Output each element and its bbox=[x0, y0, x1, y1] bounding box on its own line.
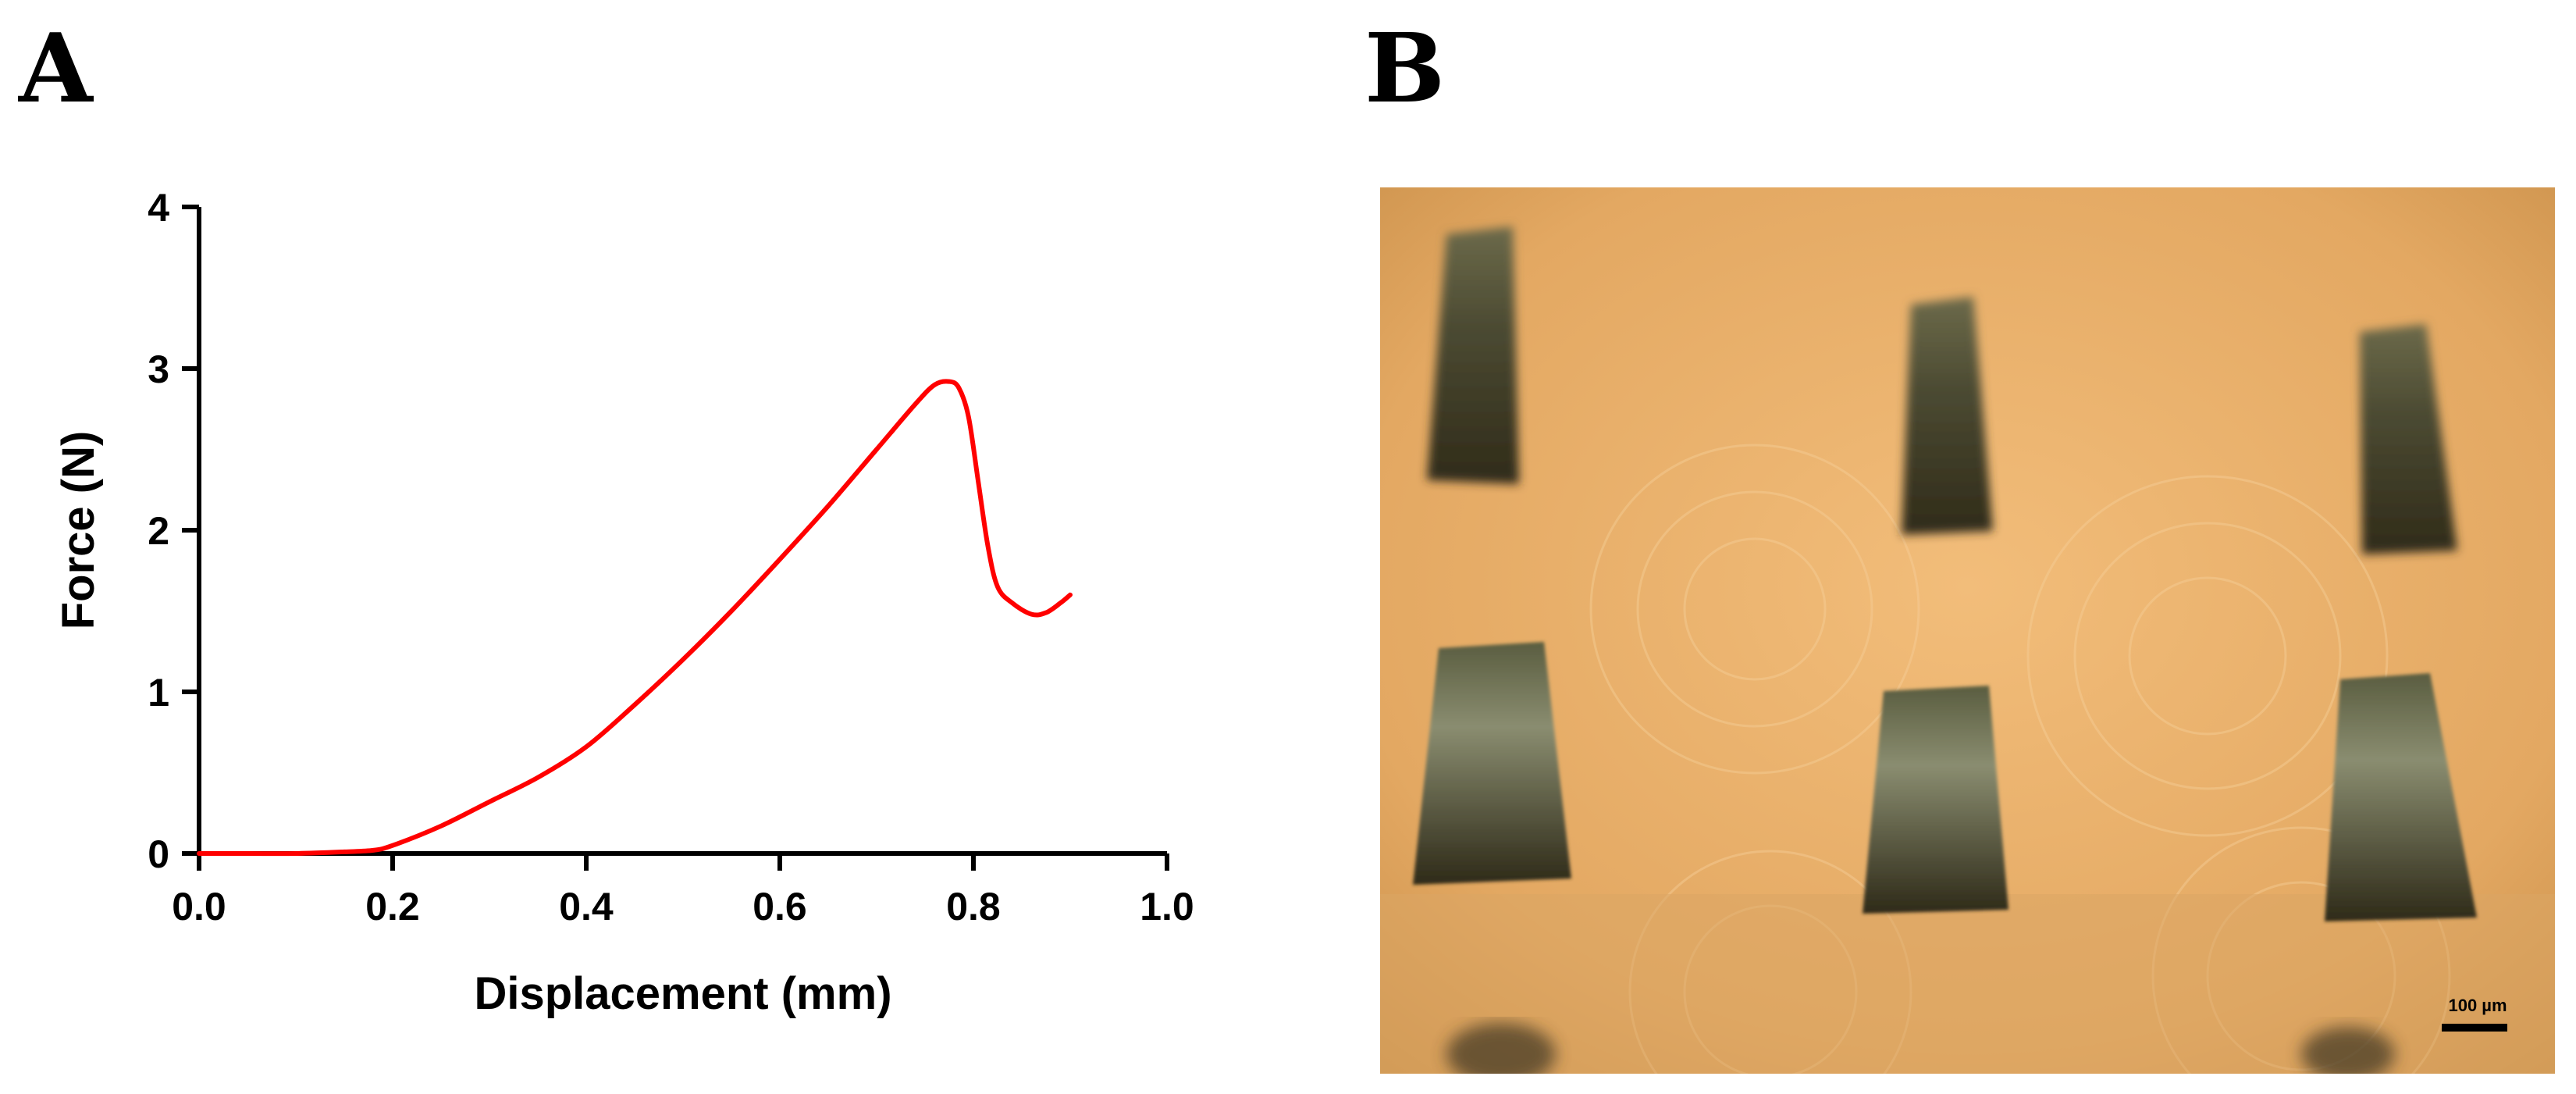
near-needle-row bbox=[1413, 642, 2477, 921]
panel-label-b: B bbox=[1364, 12, 1446, 124]
far-needle-row bbox=[1427, 226, 2457, 554]
microneedle-near-1 bbox=[1413, 642, 1571, 885]
microneedle-far-2 bbox=[1902, 297, 1993, 535]
y-tick-label-4: 4 bbox=[148, 186, 169, 230]
x-tick-label-0: 0.0 bbox=[172, 885, 226, 928]
y-tick-label-2: 2 bbox=[148, 509, 169, 553]
x-axis-title: Displacement (mm) bbox=[474, 968, 891, 1019]
panel-label-a: A bbox=[19, 12, 93, 124]
microneedle-far-3 bbox=[2360, 324, 2457, 554]
force-displacement-chart: 0.0 0.2 0.4 0.6 0.8 1.0 0 1 2 3 4 Displacement (mm… bbox=[53, 186, 1194, 1019]
force-curve-line bbox=[197, 379, 1073, 857]
microneedle-near-3 bbox=[2325, 673, 2477, 921]
y-tick-label-1: 1 bbox=[148, 671, 169, 714]
scale-bar bbox=[2442, 1024, 2507, 1032]
x-tick-label-1: 0.2 bbox=[365, 885, 420, 928]
microscope-image bbox=[1380, 187, 2555, 1074]
microneedle-far-1 bbox=[1427, 226, 1519, 484]
chart-axes bbox=[197, 207, 1167, 856]
y-axis-title: Force (N) bbox=[53, 431, 104, 630]
x-tick-label-4: 0.8 bbox=[946, 885, 1001, 928]
x-tick-label-2: 0.4 bbox=[559, 885, 614, 928]
y-tick-label-3: 3 bbox=[148, 347, 169, 391]
microneedle-near-2 bbox=[1863, 686, 2008, 914]
y-tick-label-0: 0 bbox=[148, 832, 169, 876]
scale-bar-label: 100 µm bbox=[2448, 996, 2507, 1015]
x-tick-label-3: 0.6 bbox=[753, 885, 807, 928]
x-tick-label-5: 1.0 bbox=[1140, 885, 1194, 928]
bottom-needle-shadows bbox=[1446, 1023, 2395, 1074]
